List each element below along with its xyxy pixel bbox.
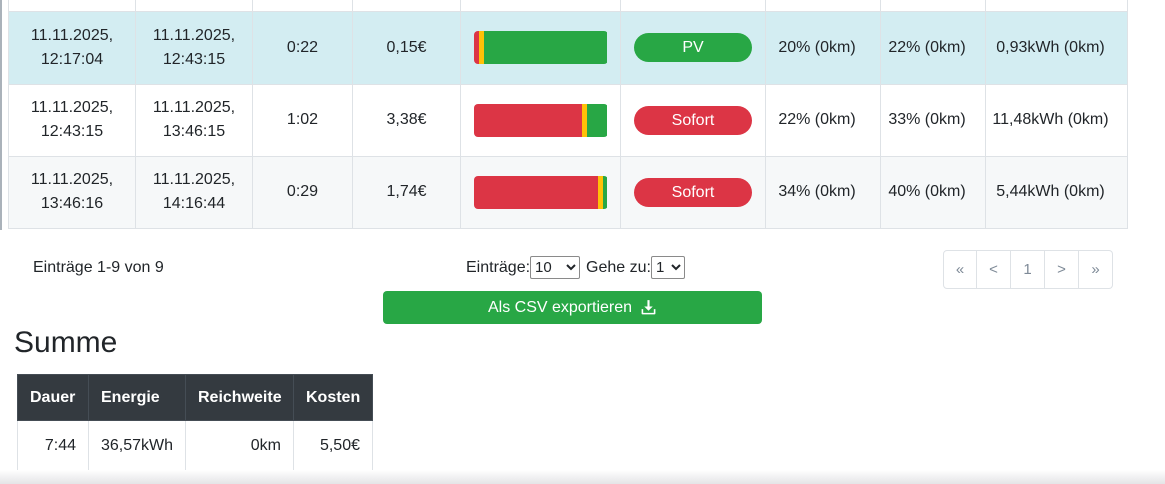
cell-mode: Sofort: [620, 155, 766, 229]
cell-energy-mix: [460, 83, 621, 157]
cell-energy-mix: [460, 10, 621, 85]
grid-share-segment: [473, 31, 479, 64]
cell-soc-start: 20% (0km): [765, 10, 881, 85]
page-1-button[interactable]: 1: [1011, 250, 1045, 289]
cell-end: 11.11.2025, 12:43:15: [135, 10, 253, 85]
cell-energy: 5,44kWh (0km): [985, 155, 1128, 229]
cell-energy: 0,93kWh (0km): [985, 10, 1128, 85]
grid-share-segment: [473, 103, 583, 137]
cell-cost: 3,38€: [352, 83, 461, 157]
entries-summary: Einträge 1-9 von 9: [33, 259, 164, 276]
pv-share-segment: [586, 103, 608, 137]
mode-badge: PV: [634, 33, 752, 62]
summary-header-energie: Energie: [88, 374, 186, 421]
page-size-select[interactable]: 10: [530, 256, 581, 279]
cell-energy-mix: [460, 155, 621, 229]
cell-start: 11.11.2025, 12:17:04: [8, 10, 136, 85]
cell-mode: PV: [620, 10, 766, 85]
first-page-button[interactable]: «: [943, 250, 977, 289]
mode-badge: Sofort: [634, 177, 752, 207]
cell-soc-end: 40% (0km): [880, 155, 986, 229]
summe-title: Summe: [14, 326, 118, 359]
goto-page-select[interactable]: 1: [650, 256, 685, 279]
cell-end: 11.11.2025, 14:16:44: [135, 155, 253, 229]
container-left-edge: [0, 0, 2, 230]
cell-soc-end: 33% (0km): [880, 83, 986, 157]
cell-start: 11.11.2025, 12:43:15: [8, 83, 136, 157]
mode-badge: Sofort: [634, 105, 752, 135]
summary-value-row: 7:44 36,57kWh 0km 5,50€: [17, 420, 373, 471]
pagination: « < 1 > »: [943, 250, 1113, 289]
cell-mode: Sofort: [620, 83, 766, 157]
energy-mix-bar: [473, 175, 608, 209]
export-csv-label: Als CSV exportieren: [487, 298, 633, 316]
cell-energy: 11,48kWh (0km): [985, 83, 1128, 157]
summary-header-row: Dauer Energie Reichweite Kosten: [17, 374, 373, 421]
pv-share-segment: [602, 175, 608, 209]
page-size-label: Einträge:: [466, 258, 531, 276]
cell-start: 11.11.2025, 13:46:16: [8, 155, 136, 229]
goto-page-label: Gehe zu:: [586, 258, 651, 276]
summary-value-reichweite: 0km: [185, 420, 294, 471]
energy-mix-bar: [473, 31, 608, 64]
summary-header-reichweite: Reichweite: [185, 374, 294, 421]
table-row-selected[interactable]: 11.11.2025, 12:17:04 11.11.2025, 12:43:15 …: [8, 10, 1128, 85]
footer-strip: [0, 470, 1165, 484]
table-row[interactable]: 11.11.2025, 12:43:15 11.11.2025, 13:46:15 …: [8, 83, 1128, 157]
cell-end: 11.11.2025, 13:46:15: [135, 83, 253, 157]
summary-table: Dauer Energie Reichweite Kosten 7:44 36,…: [17, 374, 373, 471]
cell-duration: 0:22: [252, 10, 353, 85]
summary-value-kosten: 5,50€: [293, 420, 373, 471]
last-page-button[interactable]: »: [1079, 250, 1113, 289]
energy-mix-bar: [473, 103, 608, 137]
cell-duration: 0:29: [252, 155, 353, 229]
pv-share-segment: [484, 31, 608, 64]
table-row-partial: [8, 0, 1128, 12]
export-csv-button[interactable]: Als CSV exportieren: [383, 291, 762, 324]
summary-value-energie: 36,57kWh: [88, 420, 186, 471]
previous-page-button[interactable]: <: [977, 250, 1011, 289]
summary-header-dauer: Dauer: [17, 374, 89, 421]
cell-duration: 1:02: [252, 83, 353, 157]
battery-share-segment: [598, 175, 603, 209]
grid-share-segment: [473, 175, 599, 209]
battery-share-segment: [478, 31, 485, 64]
charging-sessions-table: 11.11.2025, 12:17:04 11.11.2025, 12:43:15 …: [8, 0, 1128, 229]
cell-soc-end: 22% (0km): [880, 10, 986, 85]
table-row[interactable]: 11.11.2025, 13:46:16 11.11.2025, 14:16:44 …: [8, 155, 1128, 229]
next-page-button[interactable]: >: [1045, 250, 1079, 289]
cell-soc-start: 34% (0km): [765, 155, 881, 229]
cell-cost: 1,74€: [352, 155, 461, 229]
page-controls: Einträge: 10 Gehe zu: 1: [466, 256, 685, 279]
cell-cost: 0,15€: [352, 10, 461, 85]
download-icon: [640, 299, 657, 316]
summary-value-dauer: 7:44: [17, 420, 89, 471]
cell-soc-start: 22% (0km): [765, 83, 881, 157]
summary-header-kosten: Kosten: [293, 374, 373, 421]
battery-share-segment: [582, 103, 587, 137]
